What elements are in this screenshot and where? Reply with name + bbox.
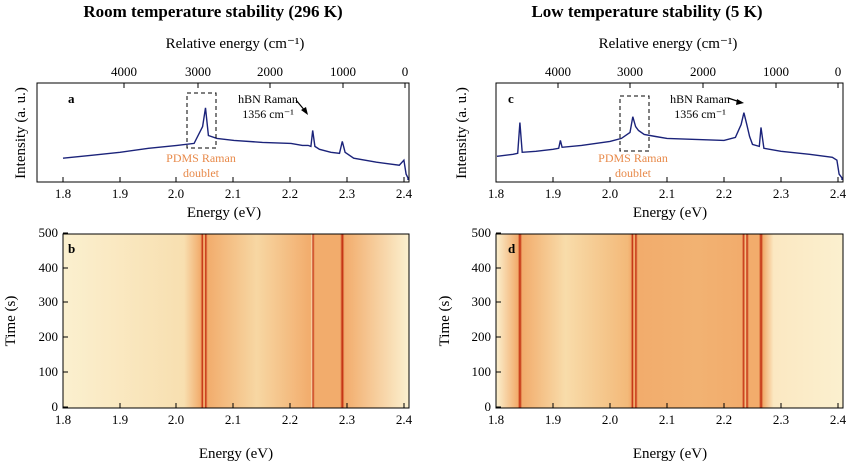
panel-a-title: Room temperature stability (296 K) <box>83 2 342 21</box>
panel-c-top-axis-label: Relative energy (cm⁻¹) <box>599 36 738 52</box>
panel-b-x-tick-label: 2.3 <box>339 412 355 427</box>
panel-c-hbn-label-line2: 1356 cm⁻¹ <box>674 107 726 121</box>
panel-a-pdms-label-line2: doublet <box>183 166 220 180</box>
panel-b-y-tick-label: 500 <box>39 225 59 240</box>
panel-c-series-line <box>496 112 843 180</box>
panel-c-plot-frame <box>495 82 844 183</box>
panel-c-x-tick-label: 2.0 <box>602 186 618 201</box>
panel-b-x-tick-label: 1.9 <box>112 412 128 427</box>
panel-c-top-tick-label: 0 <box>835 64 842 79</box>
panel-d-y-axis-label: Time (s) <box>437 296 453 347</box>
panel-c-pdms-label-line2: doublet <box>615 166 652 180</box>
panel-a-top-tick-label: 0 <box>402 64 409 79</box>
panel-b-frame-overlay <box>62 233 410 409</box>
panel-d-x-tick-label: 1.8 <box>488 412 504 427</box>
panel-b-x-tick-label: 2.1 <box>225 412 241 427</box>
panel-c-top-tick-label: 3000 <box>617 64 643 79</box>
panel-d-y-tick-label: 200 <box>472 329 492 344</box>
panel-a-x-tick-label: 2.4 <box>396 186 413 201</box>
panel-d-x-tick-label: 2.4 <box>830 412 847 427</box>
panel-b-heatmap: b <box>62 233 410 409</box>
panel-b-y-tick-label: 100 <box>39 364 59 379</box>
panel-c-x-tick-label: 2.2 <box>716 186 732 201</box>
panel-a-x-tick-label: 2.0 <box>168 186 184 201</box>
panel-a-top-tick-label: 3000 <box>185 64 211 79</box>
panel-c-pdms-label-line1: PDMS Raman <box>598 151 668 165</box>
panel-c-letter: c <box>508 91 514 106</box>
panel-b-y-tick-label: 400 <box>39 260 59 275</box>
panel-c-top-tick-label: 2000 <box>690 64 716 79</box>
panel-a-pdms-label-line1: PDMS Raman <box>166 151 236 165</box>
panel-d-x-tick-label: 2.3 <box>773 412 789 427</box>
panel-d-x-axis-label: Energy (eV) <box>633 446 707 462</box>
panel-d-y-tick-label: 400 <box>472 260 492 275</box>
panel-a-pdms-box <box>186 92 217 149</box>
panel-c-x-axis-label: Energy (eV) <box>633 205 707 221</box>
panel-a-x-tick-label: 2.2 <box>282 186 298 201</box>
panel-d-letter: d <box>508 241 516 256</box>
panel-b-y-tick-label: 200 <box>39 329 59 344</box>
panel-d-y-tick-label: 100 <box>472 364 492 379</box>
panel-b-letter: b <box>68 241 75 256</box>
panel-c-x-tick-label: 1.9 <box>545 186 561 201</box>
panel-a-x-tick-label: 1.9 <box>112 186 128 201</box>
panel-d-heatmap-fill <box>496 234 843 408</box>
panel-d-heatmap: d <box>495 233 844 409</box>
panel-c-x-tick-label: 2.3 <box>773 186 789 201</box>
panel-d-y-tick-label: 300 <box>472 294 492 309</box>
panel-b-y-tick-label: 0 <box>52 399 59 414</box>
panel-a-x-tick-label: 2.1 <box>225 186 241 201</box>
panel-c-y-axis-label: Intensity (a. u.) <box>454 87 470 179</box>
panel-b-heatmap-fill <box>63 234 409 408</box>
panel-d-y-tick-label: 0 <box>485 399 492 414</box>
panel-c-hbn-arrowhead <box>736 99 744 105</box>
panel-d-x-tick-label: 2.2 <box>716 412 732 427</box>
panel-a-letter: a <box>68 91 75 106</box>
panel-d-x-tick-label: 2.0 <box>602 412 618 427</box>
panel-a-x-axis-label: Energy (eV) <box>187 205 261 221</box>
panel-a-x-tick-label: 1.8 <box>55 186 71 201</box>
panel-a-hbn-label-line2: 1356 cm⁻¹ <box>242 107 294 121</box>
panel-a-series-line <box>62 107 409 180</box>
panel-b-x-tick-label: 2.4 <box>396 412 413 427</box>
panel-c-x-tick-label: 1.8 <box>488 186 504 201</box>
panel-c-pdms-box <box>619 95 650 152</box>
panel-c-top-tick-label: 1000 <box>763 64 789 79</box>
panel-b-y-axis-label: Time (s) <box>3 296 19 347</box>
panel-a-top-tick-label: 1000 <box>330 64 356 79</box>
panel-a-top-tick-label: 4000 <box>111 64 137 79</box>
panel-c-line-chart: c hBN Raman 1356 cm⁻¹ PDMS Raman doublet <box>495 82 844 183</box>
panel-d-y-tick-label: 500 <box>472 225 492 240</box>
panel-a-top-axis-label: Relative energy (cm⁻¹) <box>166 36 305 52</box>
panel-b-x-tick-label: 2.0 <box>168 412 184 427</box>
panel-a-hbn-arrowhead <box>301 107 308 115</box>
panel-b-x-tick-label: 2.2 <box>282 412 298 427</box>
panel-a-x-tick-label: 2.3 <box>339 186 355 201</box>
panel-a-hbn-label-line1: hBN Raman <box>238 92 298 106</box>
panel-c-title: Low temperature stability (5 K) <box>531 2 762 21</box>
panel-d-x-tick-label: 1.9 <box>545 412 561 427</box>
panel-b-y-tick-label: 300 <box>39 294 59 309</box>
panel-c-hbn-label-line1: hBN Raman <box>670 92 730 106</box>
panel-c-top-tick-label: 4000 <box>545 64 571 79</box>
panel-b-x-tick-label: 1.8 <box>55 412 71 427</box>
panel-d-frame-overlay <box>495 233 844 409</box>
panel-c-x-tick-label: 2.4 <box>830 186 847 201</box>
panel-a-y-axis-label: Intensity (a. u.) <box>13 87 29 179</box>
panel-d-x-tick-label: 2.1 <box>659 412 675 427</box>
panel-b-x-axis-label: Energy (eV) <box>199 446 273 462</box>
panel-a-top-tick-label: 2000 <box>257 64 283 79</box>
panel-a-plot-frame <box>36 82 410 183</box>
panel-c-x-tick-label: 2.1 <box>659 186 675 201</box>
panel-a-line-chart: a hBN Raman 1356 cm⁻¹ PDMS Raman doublet <box>36 82 410 183</box>
